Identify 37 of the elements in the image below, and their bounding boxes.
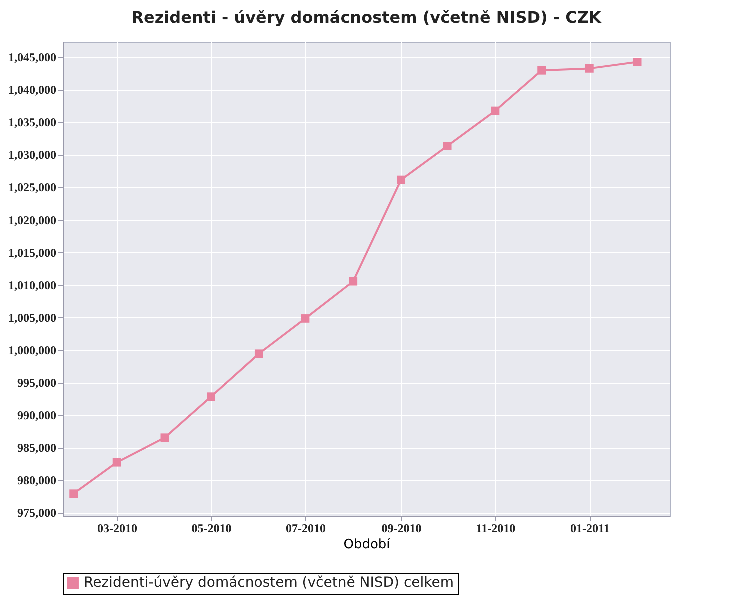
y-tick-label: 1,015,000: [8, 246, 56, 260]
x-tick-label: 05-2010: [192, 522, 232, 536]
x-tick-label: 11-2010: [476, 522, 516, 536]
point: [301, 314, 310, 323]
x-tick-label: 07-2010: [286, 522, 326, 536]
y-tick-label: 975,000: [18, 506, 56, 520]
y-tick-label: 985,000: [18, 441, 56, 456]
y-tick-label: 1,020,000: [8, 213, 56, 228]
y-tick-label: 1,045,000: [8, 50, 56, 64]
point: [70, 490, 78, 498]
x-tick-label: 03-2010: [98, 522, 138, 536]
point: [586, 64, 594, 73]
y-tick-label: 1,030,000: [8, 148, 56, 162]
point: [112, 458, 122, 467]
point: [633, 58, 642, 66]
y-tick-label: 980,000: [18, 474, 56, 488]
legend-label: Rezidenti-úvěry domácnostem (včetně NISD) celkem: [84, 575, 454, 591]
point: [491, 106, 500, 116]
y-tick-label: 1,035,000: [8, 116, 56, 130]
y-tick-label: 1,000,000: [8, 343, 56, 358]
y-tick-label: 1,040,000: [8, 83, 56, 98]
point: [538, 66, 546, 75]
y-tick-label: 1,010,000: [8, 278, 56, 292]
chart-title: Rezidenti - úvěry domácnostem (včetně NISD) - CZK: [132, 8, 602, 27]
x-tick-label: 09-2010: [382, 522, 422, 536]
point: [207, 392, 216, 402]
x-tick-label: 01-2011: [570, 522, 610, 536]
point: [443, 142, 452, 150]
y-tick-label: 990,000: [18, 408, 56, 423]
x-axis-title: Období: [344, 538, 391, 552]
y-tick-label: 995,000: [18, 376, 56, 390]
y-tick-label: 1,025,000: [8, 180, 56, 195]
point: [397, 176, 406, 184]
point: [254, 350, 264, 358]
point: [349, 277, 358, 286]
y-tick-label: 1,005,000: [8, 310, 56, 325]
point: [160, 434, 170, 442]
